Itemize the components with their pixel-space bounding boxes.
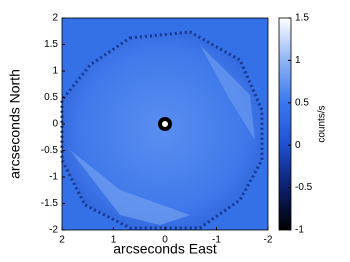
y-tick-label: -1 xyxy=(49,172,58,183)
y-tick-label: 0 xyxy=(52,119,58,130)
y-tick-label: -1.5 xyxy=(41,198,59,209)
core xyxy=(162,121,168,127)
x-tick-label: 0 xyxy=(162,235,168,246)
y-tick-label: -0.5 xyxy=(41,145,59,156)
image xyxy=(60,18,268,230)
x-tick-label: 2 xyxy=(59,235,65,246)
y-tick-label: 1.5 xyxy=(44,39,58,50)
bright-region xyxy=(200,45,255,140)
colorbar-tick-label: 0.5 xyxy=(295,97,309,108)
x-tick-label: 1 xyxy=(111,235,117,246)
colorbar-tick-label: -1 xyxy=(295,225,304,236)
y-tick-label: -2 xyxy=(49,225,58,236)
y-tick-label: 2 xyxy=(52,13,58,24)
colorbar-tick-label: 0 xyxy=(295,140,301,151)
y-tick-label: 0.5 xyxy=(44,92,58,103)
bright-region xyxy=(70,150,190,225)
colorbar-tick-label: 1 xyxy=(295,55,301,66)
y-tick-label: 1 xyxy=(52,66,58,77)
colorbar-label: counts/s xyxy=(317,105,328,142)
x-tick-label: -2 xyxy=(264,235,273,246)
x-axis-label: arcseconds East xyxy=(113,241,217,257)
colorbar-tick-label: 1.5 xyxy=(295,13,309,24)
y-axis-label: arcseconds North xyxy=(7,69,23,179)
colorbar xyxy=(278,17,292,231)
colorbar-tick-label: -0.5 xyxy=(295,182,313,193)
x-tick-label: -1 xyxy=(212,235,221,246)
